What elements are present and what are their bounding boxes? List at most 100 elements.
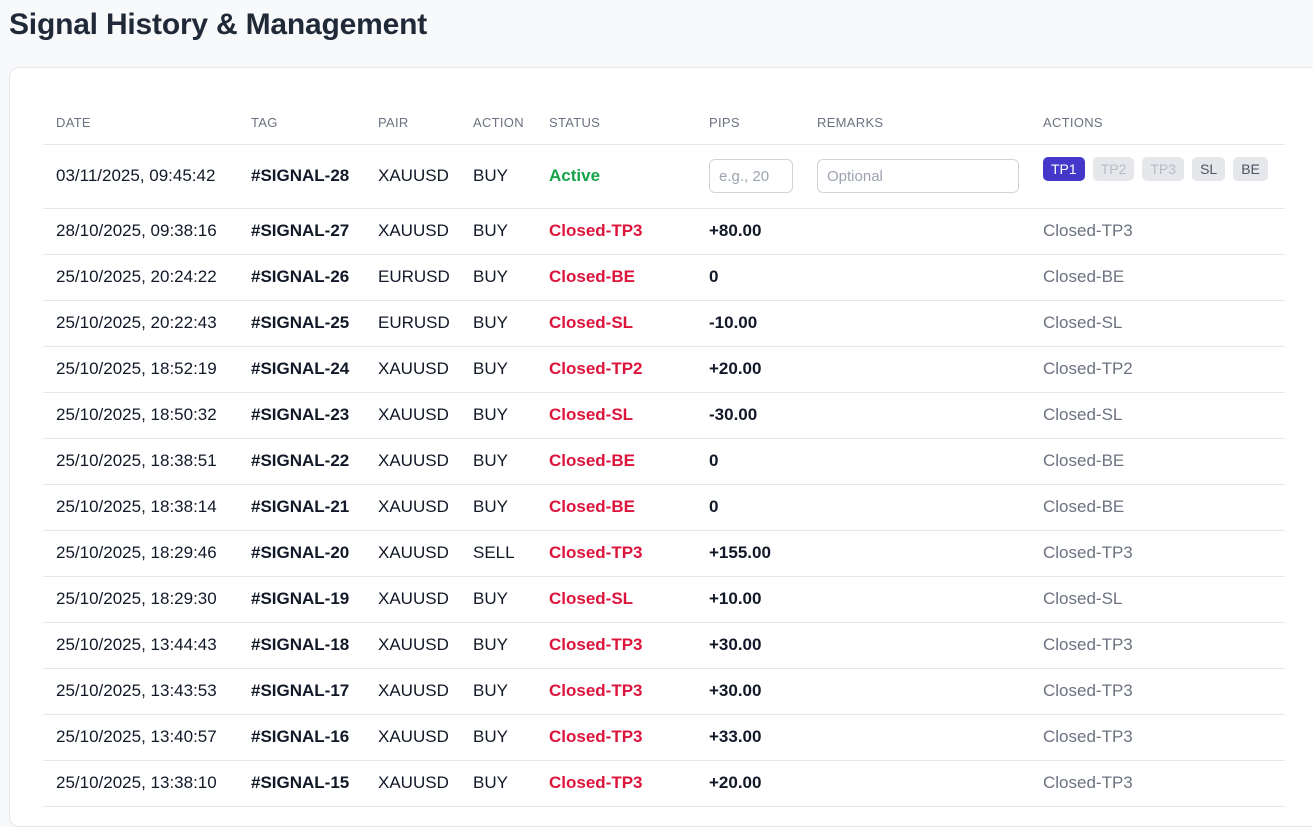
cell-remarks: [804, 576, 1030, 623]
cell-pair: XAUUSD: [365, 392, 460, 439]
header-tag[interactable]: TAG: [238, 115, 365, 145]
cell-pips: [696, 144, 804, 209]
cell-pips: +20.00: [696, 760, 804, 807]
cell-remarks: [804, 254, 1030, 301]
table-row: 25/10/2025, 18:38:51 #SIGNAL-22 XAUUSD BUY C…: [43, 438, 1285, 485]
cell-action: BUY: [460, 714, 536, 761]
table-row: 25/10/2025, 13:40:57 #SIGNAL-16 XAUUSD BUY C…: [43, 714, 1285, 761]
tp2-button[interactable]: TP2: [1092, 157, 1135, 181]
cell-remarks: [804, 484, 1030, 531]
sl-button[interactable]: SL: [1192, 157, 1226, 181]
cell-remarks: [804, 208, 1030, 255]
cell-pair: XAUUSD: [365, 438, 460, 485]
cell-status: Closed-TP3: [536, 714, 696, 761]
cell-action: BUY: [460, 760, 536, 807]
be-button[interactable]: BE: [1233, 157, 1268, 181]
signals-card: DATE TAG PAIR ACTION STATUS PIPS REMARKS…: [9, 67, 1313, 827]
cell-remarks: [804, 392, 1030, 439]
cell-action: BUY: [460, 392, 536, 439]
cell-result: Closed-TP3: [1030, 714, 1285, 761]
cell-date: 28/10/2025, 09:38:16: [43, 208, 238, 255]
cell-action: BUY: [460, 438, 536, 485]
tp1-button[interactable]: TP1: [1043, 157, 1085, 181]
cell-action: SELL: [460, 530, 536, 577]
cell-pips: +20.00: [696, 346, 804, 393]
cell-pair: XAUUSD: [365, 760, 460, 807]
cell-status: Closed-SL: [536, 300, 696, 347]
cell-tag: #SIGNAL-20: [238, 530, 365, 577]
cell-status: Closed-SL: [536, 576, 696, 623]
cell-pair: XAUUSD: [365, 530, 460, 577]
cell-pips: +30.00: [696, 622, 804, 669]
cell-pips: +155.00: [696, 530, 804, 577]
cell-date: 25/10/2025, 13:43:53: [43, 668, 238, 715]
header-pair[interactable]: PAIR: [365, 115, 460, 145]
cell-remarks: [804, 438, 1030, 485]
cell-date: 25/10/2025, 13:40:57: [43, 714, 238, 761]
table-row: 28/10/2025, 09:38:16 #SIGNAL-27 XAUUSD BUY C…: [43, 208, 1285, 255]
cell-tag: #SIGNAL-21: [238, 484, 365, 531]
table-row: 25/10/2025, 18:29:46 #SIGNAL-20 XAUUSD SELL…: [43, 530, 1285, 577]
cell-actions: TP1 TP2 TP3 SL BE: [1030, 144, 1285, 209]
header-remarks[interactable]: REMARKS: [804, 115, 1030, 145]
cell-tag: #SIGNAL-23: [238, 392, 365, 439]
cell-pips: 0: [696, 484, 804, 531]
cell-tag: #SIGNAL-24: [238, 346, 365, 393]
cell-action: BUY: [460, 346, 536, 393]
cell-pips: +80.00: [696, 208, 804, 255]
cell-status: Closed-TP3: [536, 208, 696, 255]
cell-result: Closed-TP3: [1030, 622, 1285, 669]
cell-action: BUY: [460, 668, 536, 715]
cell-pair: XAUUSD: [365, 668, 460, 715]
cell-pair: XAUUSD: [365, 714, 460, 761]
cell-pair: XAUUSD: [365, 144, 460, 209]
cell-remarks: [804, 530, 1030, 577]
cell-action: BUY: [460, 300, 536, 347]
header-action[interactable]: ACTION: [460, 115, 536, 145]
cell-pair: EURUSD: [365, 254, 460, 301]
cell-result: Closed-TP2: [1030, 346, 1285, 393]
cell-date: 25/10/2025, 18:38:51: [43, 438, 238, 485]
cell-result: Closed-BE: [1030, 254, 1285, 301]
table-row: 25/10/2025, 20:24:22 #SIGNAL-26 EURUSD BUY C…: [43, 254, 1285, 301]
cell-pips: 0: [696, 438, 804, 485]
pips-input[interactable]: [709, 159, 793, 193]
cell-remarks: [804, 300, 1030, 347]
action-buttons: TP1 TP2 TP3 SL BE: [1043, 157, 1285, 181]
cell-result: Closed-TP3: [1030, 760, 1285, 807]
cell-date: 25/10/2025, 13:44:43: [43, 622, 238, 669]
cell-tag: #SIGNAL-27: [238, 208, 365, 255]
cell-action: BUY: [460, 622, 536, 669]
cell-remarks: [804, 144, 1030, 209]
cell-status: Closed-BE: [536, 484, 696, 531]
cell-action: BUY: [460, 144, 536, 209]
cell-date: 25/10/2025, 18:52:19: [43, 346, 238, 393]
table-row: 25/10/2025, 13:43:53 #SIGNAL-17 XAUUSD BUY C…: [43, 668, 1285, 715]
cell-tag: #SIGNAL-19: [238, 576, 365, 623]
cell-pips: -10.00: [696, 300, 804, 347]
cell-result: Closed-TP3: [1030, 668, 1285, 715]
table-row: 25/10/2025, 18:50:32 #SIGNAL-23 XAUUSD BUY C…: [43, 392, 1285, 439]
header-status[interactable]: STATUS: [536, 115, 696, 145]
header-actions[interactable]: ACTIONS: [1030, 115, 1285, 145]
cell-result: Closed-SL: [1030, 576, 1285, 623]
cell-pair: XAUUSD: [365, 576, 460, 623]
signals-table: DATE TAG PAIR ACTION STATUS PIPS REMARKS…: [43, 115, 1285, 807]
cell-date: 25/10/2025, 20:22:43: [43, 300, 238, 347]
cell-date: 25/10/2025, 18:38:14: [43, 484, 238, 531]
cell-pair: XAUUSD: [365, 346, 460, 393]
cell-result: Closed-BE: [1030, 484, 1285, 531]
remarks-input[interactable]: [817, 159, 1019, 193]
table-row-active: 03/11/2025, 09:45:42 #SIGNAL-28 XAUUSD B…: [43, 144, 1285, 209]
cell-status: Closed-SL: [536, 392, 696, 439]
tp3-button[interactable]: TP3: [1142, 157, 1185, 181]
cell-remarks: [804, 760, 1030, 807]
cell-pair: XAUUSD: [365, 484, 460, 531]
cell-pips: +10.00: [696, 576, 804, 623]
cell-tag: #SIGNAL-17: [238, 668, 365, 715]
header-pips[interactable]: PIPS: [696, 115, 804, 145]
header-date[interactable]: DATE: [43, 115, 238, 145]
cell-status: Closed-BE: [536, 438, 696, 485]
cell-date: 25/10/2025, 18:50:32: [43, 392, 238, 439]
cell-date: 25/10/2025, 18:29:30: [43, 576, 238, 623]
